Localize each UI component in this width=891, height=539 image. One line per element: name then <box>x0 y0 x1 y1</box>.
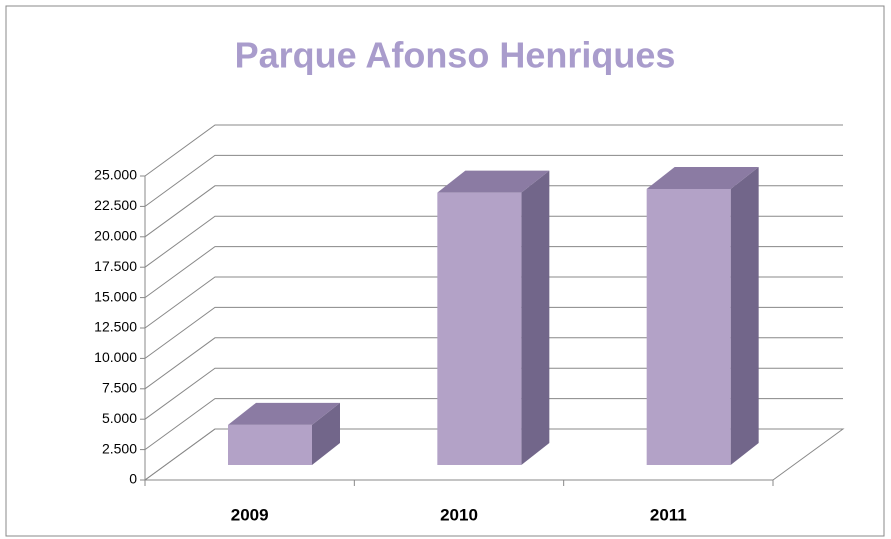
grid-line <box>144 246 843 299</box>
x-tick-label: 2009 <box>231 505 269 524</box>
bar-front <box>228 424 312 465</box>
bar-side <box>312 402 340 465</box>
bar <box>646 166 759 465</box>
bar <box>437 170 550 465</box>
grid-line <box>144 306 843 359</box>
grid-line <box>144 428 843 481</box>
bar-top <box>437 170 550 193</box>
y-tick-label: 10.000 <box>94 349 137 365</box>
grid-line <box>144 215 843 268</box>
bar-top <box>228 402 340 425</box>
y-tick-label: 22.500 <box>94 197 137 213</box>
grid-line <box>144 367 843 420</box>
y-tick-label: 25.000 <box>94 167 137 183</box>
grid-line <box>144 276 843 329</box>
bar-front <box>437 192 522 465</box>
y-tick-label: 5.000 <box>102 410 137 426</box>
grid-line <box>144 154 843 207</box>
y-tick-label: 15.000 <box>94 288 137 304</box>
bar-side <box>521 170 550 465</box>
bar-front <box>646 188 731 465</box>
y-tick-label: 17.500 <box>94 258 137 274</box>
y-tick-label: 7.500 <box>102 380 137 396</box>
grid-line <box>144 124 843 177</box>
x-tick-label: 2011 <box>650 505 687 524</box>
chart-title: Parque Afonso Henriques <box>235 35 676 76</box>
bar-top <box>646 166 759 189</box>
grid-line <box>144 337 843 390</box>
y-tick-label: 12.500 <box>94 319 137 335</box>
x-tick-label: 2010 <box>440 505 478 524</box>
y-tick-label: 0 <box>129 471 137 487</box>
bar <box>228 402 340 465</box>
grid-line <box>144 185 843 238</box>
bar-side <box>730 166 759 465</box>
grid-line <box>144 398 843 451</box>
y-tick-label: 2.500 <box>102 440 137 456</box>
y-tick-label: 20.000 <box>94 228 137 244</box>
